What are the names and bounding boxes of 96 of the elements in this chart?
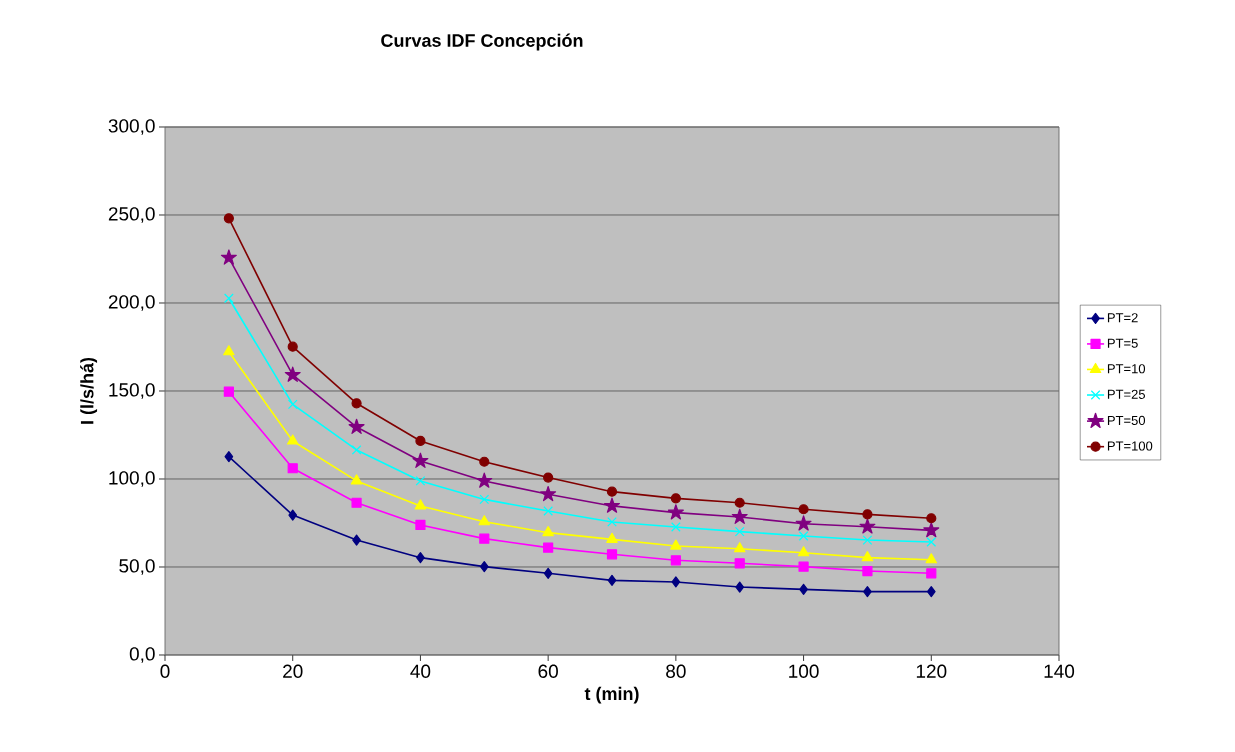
point <box>543 567 553 579</box>
point <box>926 568 937 579</box>
legend-label: PT=25 <box>1107 389 1145 399</box>
point <box>671 522 681 532</box>
point <box>862 565 873 577</box>
point <box>795 515 812 531</box>
point <box>607 517 617 527</box>
x-axis-title: t (min) <box>584 686 639 704</box>
point <box>671 576 681 588</box>
point <box>606 486 618 497</box>
point <box>859 518 876 534</box>
point <box>479 561 489 573</box>
point <box>351 398 362 409</box>
point <box>862 509 873 520</box>
y-tick-label: 100,0 <box>109 471 155 487</box>
point <box>478 515 491 526</box>
point <box>284 366 301 382</box>
point <box>223 386 234 397</box>
point <box>606 549 618 560</box>
point <box>350 474 363 485</box>
point <box>286 434 299 445</box>
point <box>798 561 809 572</box>
point <box>926 513 937 524</box>
y-tick-label: 50,0 <box>119 559 155 575</box>
point <box>287 463 298 474</box>
point <box>861 551 874 562</box>
point <box>416 552 425 564</box>
point <box>923 521 940 538</box>
y-tick-label: 300,0 <box>108 119 155 135</box>
point <box>670 539 682 550</box>
point <box>348 418 365 434</box>
legend-label: PT=5 <box>1107 338 1138 348</box>
point <box>862 535 873 545</box>
point <box>926 537 937 547</box>
point <box>415 435 426 447</box>
point <box>733 542 746 553</box>
x-tick-label: 20 <box>283 664 303 678</box>
x-tick-label: 140 <box>1044 664 1075 678</box>
x-tick-label: 80 <box>666 664 686 678</box>
point <box>415 476 426 486</box>
point <box>223 213 234 224</box>
legend-label: PT=10 <box>1107 364 1146 374</box>
point <box>415 519 426 531</box>
point <box>543 472 554 483</box>
point <box>606 532 618 543</box>
point <box>288 509 298 521</box>
point <box>734 497 745 508</box>
legend-label: PT=50 <box>1107 415 1146 426</box>
x-tick-label: 0 <box>160 664 170 678</box>
point <box>479 494 490 505</box>
point <box>799 583 808 595</box>
point <box>412 452 429 468</box>
point <box>540 485 557 502</box>
point <box>667 504 684 520</box>
point <box>603 497 621 513</box>
point <box>223 345 235 356</box>
point <box>797 546 810 557</box>
point <box>734 526 745 537</box>
point <box>734 558 745 569</box>
point <box>351 445 362 455</box>
point <box>479 533 490 544</box>
point <box>224 293 234 304</box>
y-tick-label: 200,0 <box>108 295 155 311</box>
point <box>352 534 361 546</box>
y-tick-label: 0,0 <box>129 647 155 663</box>
point <box>670 555 681 566</box>
point <box>287 341 298 352</box>
y-axis-title: I (l/s/há) <box>80 357 98 424</box>
point <box>798 531 809 541</box>
point <box>287 399 298 410</box>
point <box>607 574 617 586</box>
x-tick-label: 40 <box>410 664 431 678</box>
point <box>798 504 809 515</box>
point <box>731 508 748 524</box>
y-tick-label: 150,0 <box>109 383 155 399</box>
y-tick-label: 250,0 <box>108 207 155 223</box>
point <box>926 586 936 598</box>
x-tick-label: 60 <box>538 664 558 678</box>
point <box>224 451 234 463</box>
x-tick-label: 100 <box>789 664 819 678</box>
x-tick-label: 120 <box>916 664 947 678</box>
point <box>220 249 237 265</box>
point <box>414 499 427 510</box>
point <box>863 586 872 598</box>
point <box>351 497 362 508</box>
point <box>735 581 745 593</box>
legend-label: PT=100 <box>1107 441 1153 451</box>
point <box>543 542 554 553</box>
point <box>542 526 554 537</box>
chart-title: Curvas IDF Concepción <box>381 33 583 51</box>
point <box>479 456 490 467</box>
point <box>476 472 493 488</box>
point <box>670 493 681 504</box>
point <box>925 553 938 564</box>
legend-label: PT=2 <box>1107 313 1138 323</box>
point <box>543 506 553 516</box>
